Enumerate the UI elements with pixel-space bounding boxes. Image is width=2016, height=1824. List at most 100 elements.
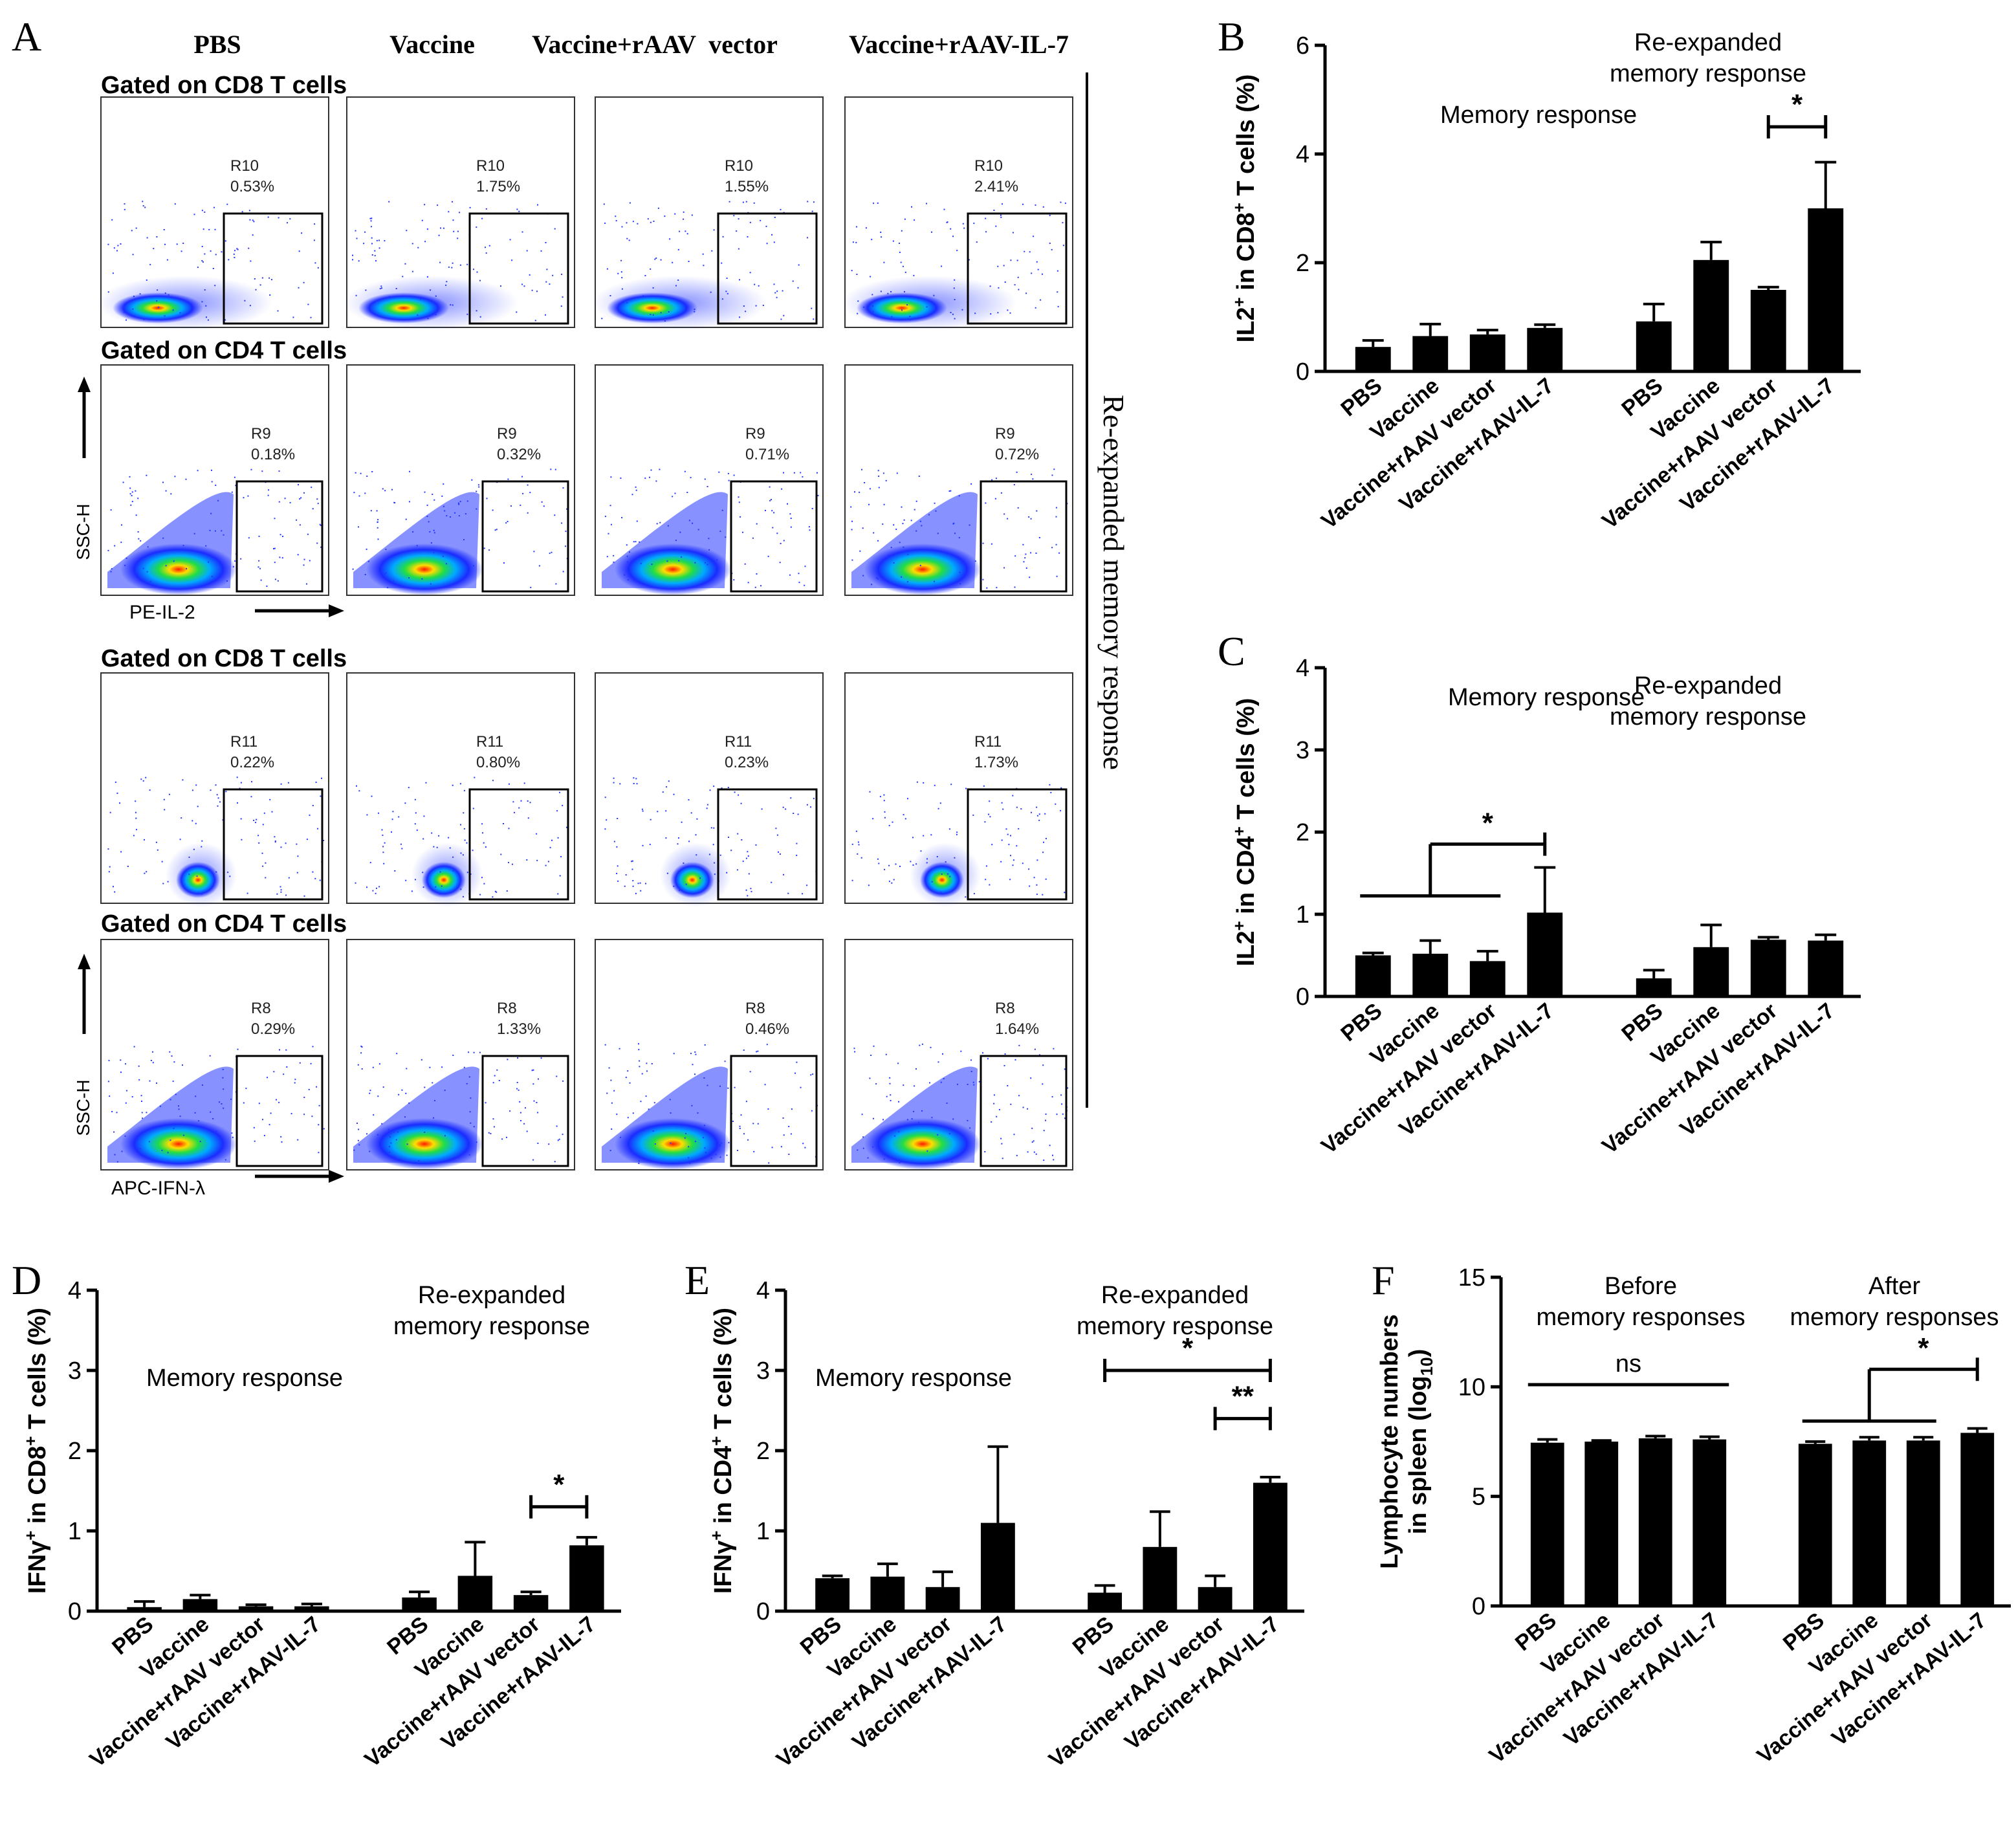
bar [1638,1438,1672,1606]
gate-region-label: R8 [995,1000,1015,1017]
bar [1636,321,1672,371]
group-label: memory response [393,1313,590,1340]
gate-title: Gated on CD4 T cells [101,337,347,364]
flow-plot: R11 0.80% [346,672,575,907]
group-label: After [1868,1273,1921,1300]
panel-letter-f: F [1372,1257,1395,1303]
flow-plot: R8 1.64% [844,939,1073,1170]
panel-letter-c: C [1218,628,1245,674]
gate-box [980,1055,1068,1167]
bar [980,1522,1015,1611]
group-label: memory responses [1790,1304,1999,1331]
gate-region-label: R9 [497,425,517,443]
bar [1693,1439,1727,1606]
significance-label: * [1482,808,1494,839]
gate-percentage: 0.80% [476,754,520,771]
gate-region-label: R8 [745,1000,765,1017]
y-axis-label: IFNγ+ in CD8+ T cells (%) [21,1308,51,1594]
panel-letter-a: A [12,14,41,60]
gate-title: Gated on CD8 T cells [101,645,347,672]
gate-box [468,212,569,325]
bar [1750,939,1786,996]
bar [569,1545,604,1611]
flow-plot: R9 0.18% [100,364,329,596]
bar [513,1595,549,1611]
y-tick-label: 2 [68,1438,82,1465]
bar [870,1576,905,1611]
y-tick-label: 2 [756,1438,770,1465]
gate-region-label: R11 [974,733,1002,751]
bar [238,1606,274,1611]
flow-plot: R10 1.55% [592,96,824,330]
group-label: memory response [1077,1313,1273,1340]
flow-x-axis-label: APC-IFN-λ [111,1178,205,1199]
bar [1906,1440,1940,1606]
density-core [607,292,697,324]
group-label: Memory response [1440,102,1637,129]
gate-region-label: R9 [995,425,1015,443]
gate-box [730,480,818,593]
y-tick-label: 0 [68,1598,82,1625]
flow-plot: R8 0.46% [595,939,824,1170]
gate-box [967,212,1068,325]
gate-percentage: 0.32% [497,446,541,463]
flow-y-arrow-head [78,954,91,969]
gate-percentage: 2.41% [974,178,1018,195]
bar [127,1607,162,1611]
gate-box [717,788,818,901]
group-label: Re-expanded [418,1282,565,1309]
y-tick-label: 0 [1296,358,1309,386]
significance-label: * [553,1469,565,1500]
flow-plot: R8 1.33% [346,939,575,1170]
flow-col-header: Vaccine [389,30,475,59]
y-tick-label: 1 [756,1518,770,1545]
group-label: Re-expanded [1634,672,1782,699]
group-label: memory responses [1536,1304,1745,1331]
bar [1088,1592,1123,1611]
density-core [120,1118,237,1170]
group-label: memory response [1610,60,1806,87]
gate-box [223,212,323,325]
y-tick-label: 4 [1296,141,1309,168]
gate-box [236,480,323,593]
gate-region-label: R8 [251,1000,271,1017]
bar [1412,953,1449,996]
flow-x-axis-label: PE-IL-2 [129,602,195,623]
y-tick-label: 3 [68,1357,82,1385]
bar-chart-f: 0 5 10 15 Lymphocyte numbersin spleen (log10… [1376,1264,2011,1768]
gate-region-label: R11 [476,733,503,751]
flow-x-arrow-head [329,1170,344,1183]
gate-percentage: 0.71% [745,446,789,463]
gate-percentage: 0.23% [725,754,769,771]
gate-percentage: 1.73% [974,754,1018,771]
density-core [120,544,237,595]
gate-title: Gated on CD8 T cells [101,72,347,99]
flow-plot: R9 0.72% [844,364,1073,596]
bar [1143,1546,1178,1611]
group-label: Memory response [146,1365,343,1392]
density-core [857,292,947,324]
flow-plot: R11 0.23% [595,672,824,907]
bar [815,1578,850,1611]
flow-plot: R11 0.22% [100,672,329,907]
density-core [366,1118,483,1170]
flow-plot: R10 1.75% [344,96,575,330]
bar [1355,955,1391,996]
y-tick-label: 4 [756,1277,770,1304]
bar [1198,1587,1233,1611]
gate-region-label: R11 [725,733,752,751]
significance-label: ** [1232,1380,1255,1412]
y-tick-label: 15 [1458,1264,1485,1291]
flow-y-axis-label: SSC-H [73,503,93,560]
density-core [366,544,483,595]
group-label: Memory response [815,1365,1012,1392]
bar [1798,1444,1832,1606]
density-core [113,292,203,324]
group-label: Memory response [1448,684,1645,711]
bar [294,1606,329,1611]
y-tick-label: 4 [68,1277,82,1304]
gate-region-label: R10 [230,157,259,175]
